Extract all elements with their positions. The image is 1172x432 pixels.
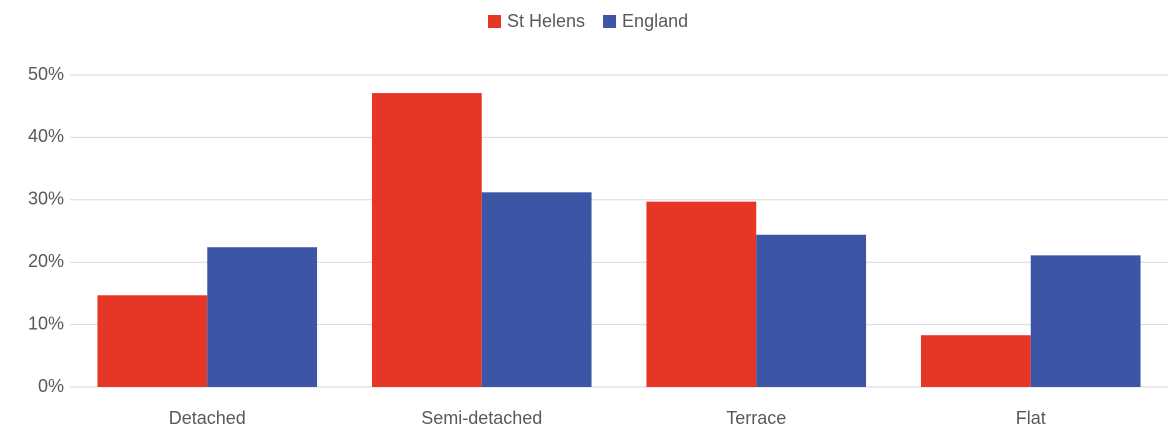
- bar: [920, 335, 1031, 387]
- x-tick-label: Flat: [1016, 408, 1046, 428]
- bar: [481, 192, 592, 387]
- x-tick-label: Terrace: [726, 408, 786, 428]
- legend-label: St Helens: [507, 11, 585, 31]
- bar: [646, 201, 757, 387]
- bar: [756, 234, 867, 387]
- legend-swatch: [488, 15, 501, 28]
- x-tick-label: Semi-detached: [421, 408, 542, 428]
- y-tick-label: 10%: [28, 313, 64, 333]
- y-tick-label: 30%: [28, 189, 64, 209]
- bar: [1030, 255, 1141, 387]
- legend-label: England: [622, 11, 688, 31]
- x-tick-label: Detached: [169, 408, 246, 428]
- y-tick-label: 50%: [28, 64, 64, 84]
- y-tick-label: 0%: [38, 376, 64, 396]
- legend-swatch: [603, 15, 617, 28]
- y-tick-label: 40%: [28, 126, 64, 146]
- bar: [371, 93, 482, 387]
- y-tick-label: 20%: [28, 251, 64, 271]
- bar: [97, 295, 208, 387]
- bar: [207, 247, 318, 387]
